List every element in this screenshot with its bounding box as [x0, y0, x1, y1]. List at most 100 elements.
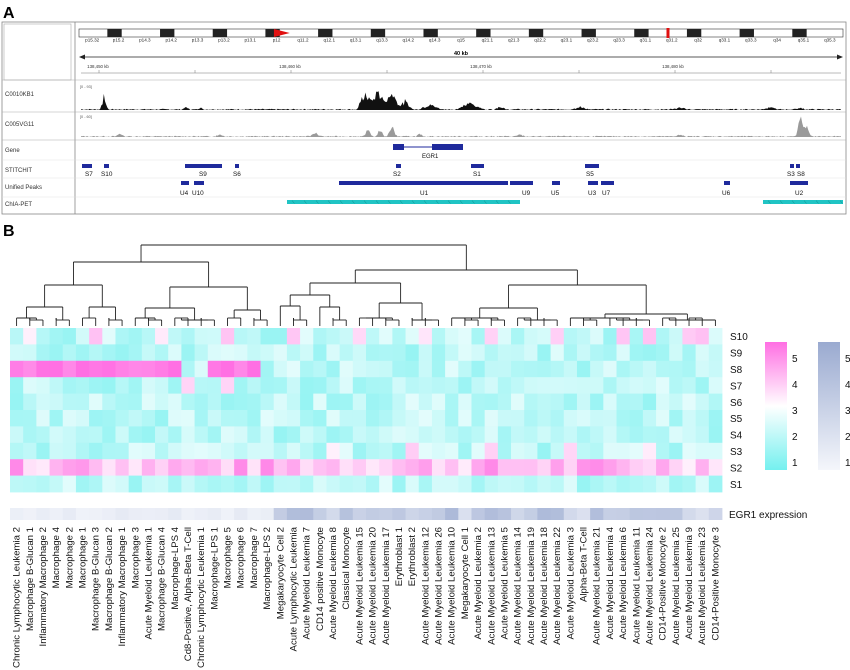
heatmap-cell: [155, 475, 169, 493]
heatmap-cell: [708, 410, 723, 427]
expression-cell: [141, 508, 156, 520]
heatmap-cell: [497, 410, 512, 427]
heatmap-cell: [418, 442, 433, 460]
heatmap-cell: [445, 377, 459, 394]
heatmap-cell: [220, 426, 235, 444]
chiapet-hatch: [471, 200, 475, 204]
expression-cell: [616, 508, 631, 520]
peak-segment: [510, 181, 533, 185]
heatmap-cell: [497, 393, 512, 411]
heatmap-cell: [537, 426, 551, 444]
heatmap-cell: [497, 344, 512, 362]
heatmap-cell: [537, 475, 551, 493]
heatmap-cell: [576, 459, 591, 476]
heatmap-cell: [708, 377, 723, 394]
heatmap-cell: [141, 426, 156, 444]
heatmap-cell: [695, 475, 710, 493]
heatmap-cell: [656, 328, 670, 345]
heatmap-cell: [656, 410, 670, 427]
heatmap-cell: [431, 360, 446, 378]
stitchit-segment-label: S3: [787, 171, 795, 178]
heatmap-cell: [300, 410, 314, 427]
heatmap-cell: [405, 377, 420, 394]
sample-label: Macrophage B-Glucan 2: [104, 527, 115, 631]
sample-label: Acute Myeloid Leukemia 20: [368, 527, 379, 645]
heatmap-cell: [379, 360, 393, 378]
heatmap-cell: [168, 344, 182, 362]
browser-frame: [1, 21, 847, 215]
heatmap-cell: [616, 393, 631, 411]
peak-segment-label: U6: [722, 190, 731, 197]
stitchit-segment: [235, 164, 239, 168]
heatmap-cell: [616, 360, 631, 378]
heatmap-cell: [708, 393, 723, 411]
heatmap-cell: [313, 377, 327, 394]
heatmap-cell: [418, 475, 433, 493]
heatmap-cell: [603, 360, 617, 378]
heatmap-cell: [128, 377, 143, 394]
heatmap-cell: [458, 459, 472, 476]
cytoband-dark: [423, 29, 438, 37]
heatmap-cell: [260, 459, 275, 476]
heatmap-cell: [181, 475, 195, 493]
sample-label: Megakaryocyte Cell 1: [460, 527, 471, 619]
egr1-gene-name: EGR1: [422, 154, 439, 160]
heatmap-cell: [62, 475, 77, 493]
heatmap-cell: [207, 410, 222, 427]
heatmap-cell: [642, 360, 657, 378]
cytoband-dark: [686, 29, 702, 37]
heatmap-cell: [616, 344, 631, 362]
cytoband-dark: [634, 29, 649, 37]
heatmap-cell: [669, 393, 683, 411]
heatmap-cell: [49, 360, 64, 378]
heatmap-cell: [115, 393, 130, 411]
heatmap-cell: [576, 328, 591, 345]
heatmap-cell: [550, 459, 565, 476]
heatmap-cell: [445, 475, 459, 493]
expression-color-legend-tick: 2: [845, 432, 850, 443]
track-name-c005vg11: C005VG11: [5, 122, 35, 128]
heatmap-cell: [431, 328, 446, 345]
heatmap-cell: [524, 377, 538, 394]
stitchit-segment-label: S1: [473, 171, 481, 178]
heatmap-cell: [524, 393, 538, 411]
cytoband-label: p15.2: [113, 38, 125, 43]
heatmap-cell: [695, 426, 710, 444]
sample-label: Acute Myeloid Leukemia 7: [302, 527, 313, 640]
heatmap-cell: [62, 360, 77, 378]
heatmap-cell: [682, 475, 697, 493]
heatmap-cell: [669, 475, 683, 493]
heatmap-cell: [576, 393, 591, 411]
heatmap-cell: [392, 410, 406, 427]
heatmap-cell: [286, 360, 301, 378]
heatmap-cell: [497, 475, 512, 493]
row-label-s5: S5: [730, 414, 743, 425]
heatmap-cell: [128, 410, 143, 427]
heatmap-cell: [511, 360, 525, 378]
cytoband-label: p14.2: [165, 38, 177, 43]
cytoband-label: p12: [273, 38, 281, 43]
heatmap-cell: [62, 344, 77, 362]
stitchit-segment: [82, 164, 92, 168]
heatmap-cell: [458, 360, 472, 378]
heatmap-cell: [300, 426, 314, 444]
heatmap-cell: [23, 410, 37, 427]
heatmap-cell: [300, 393, 314, 411]
heatmap-cell: [62, 393, 77, 411]
heatmap-cell: [75, 377, 90, 394]
heatmap-cell: [392, 360, 406, 378]
row-label-s8: S8: [730, 365, 743, 376]
expression-cell: [36, 508, 50, 520]
cytoband-label: q34: [773, 38, 781, 43]
heatmap-cell: [10, 377, 24, 394]
chiapet-hatch: [351, 200, 355, 204]
heatmap-cell: [194, 459, 209, 476]
name-header-box: [3, 23, 72, 81]
expression-cell: [75, 508, 90, 520]
heatmap-cell: [313, 475, 327, 493]
heatmap-cell: [247, 393, 261, 411]
heatmap-cell: [431, 393, 446, 411]
heatmap-cell: [168, 328, 182, 345]
expression-cell: [366, 508, 380, 520]
expression-cell: [207, 508, 222, 520]
